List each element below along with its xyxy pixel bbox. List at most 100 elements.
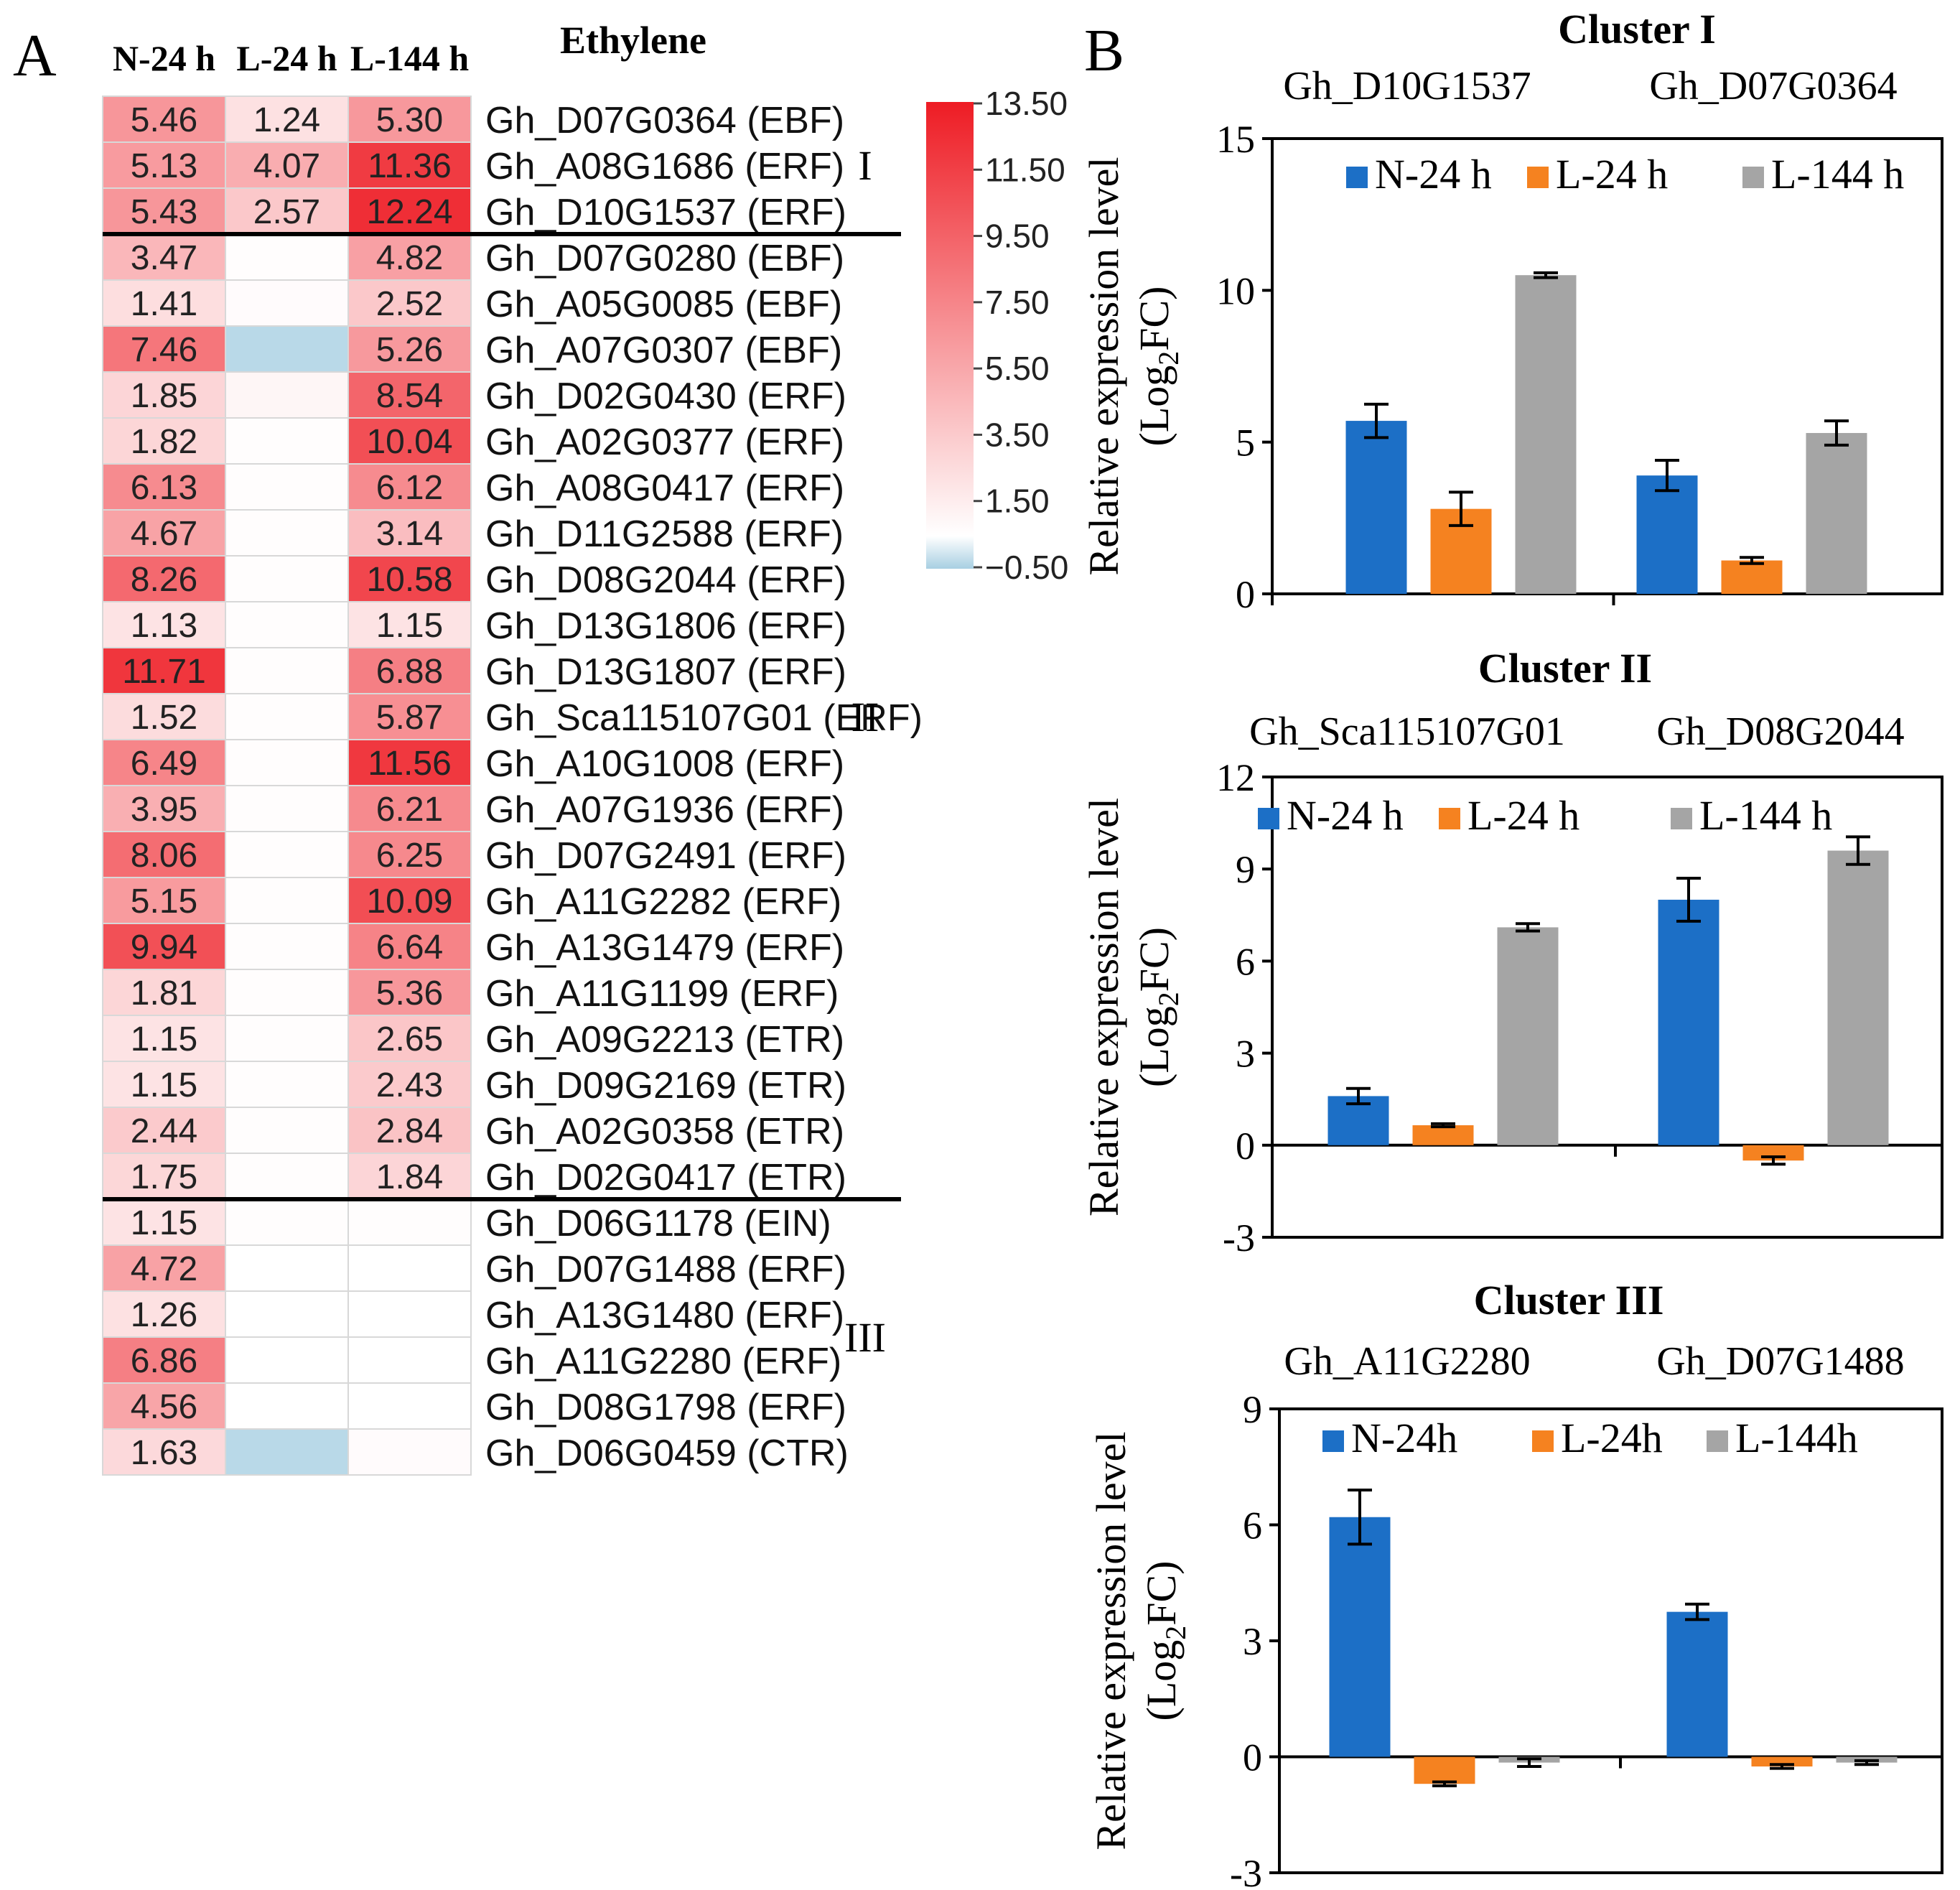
heatmap-gene-label: Gh_Sca115107G01 (ERF) xyxy=(485,697,923,739)
heatmap-gene-label: Gh_A11G1199 (ERF) xyxy=(485,973,839,1015)
heatmap-title: Ethylene xyxy=(560,19,706,62)
heatmap-cell xyxy=(347,141,472,189)
heatmap-cell xyxy=(347,647,472,694)
legend-label: L-24h xyxy=(1561,1415,1663,1461)
heatmap-gene-label: Gh_A07G0307 (EBF) xyxy=(485,330,842,371)
heatmap-column-header: L-24 h xyxy=(236,38,337,78)
legend-label: L-24 h xyxy=(1467,792,1579,839)
heatmap-cell xyxy=(225,371,349,419)
heatmap-cell xyxy=(102,279,226,327)
heatmap-cell-value: 4.82 xyxy=(376,239,443,277)
heatmap-cell xyxy=(347,1198,472,1246)
bar xyxy=(1345,421,1407,594)
heatmap-gene-label: Gh_D13G1807 (ERF) xyxy=(485,651,846,693)
heatmap-cell-value: 1.41 xyxy=(131,285,197,323)
heatmap-cell-value: 1.26 xyxy=(131,1296,197,1334)
y-tick-label: 0 xyxy=(1236,573,1255,616)
heatmap-gene-label: Gh_A08G1686 (ERF) xyxy=(485,146,844,187)
y-axis-label-line1: Relative expression level xyxy=(1081,798,1127,1216)
y-tick-label: 9 xyxy=(1236,848,1255,891)
heatmap-cell xyxy=(225,1336,349,1384)
cluster-label: I xyxy=(858,142,872,189)
y-axis-label-line1: Relative expression level xyxy=(1088,1431,1134,1850)
heatmap-gene-label: Gh_D06G0459 (CTR) xyxy=(485,1433,849,1474)
y-tick-label: 6 xyxy=(1243,1504,1262,1547)
heatmap-cell xyxy=(102,1153,226,1200)
heatmap-cell xyxy=(225,1290,349,1338)
bar xyxy=(1827,850,1889,1145)
heatmap-gene-label: Gh_A11G2282 (ERF) xyxy=(485,881,841,923)
heatmap-cell-value: 1.75 xyxy=(131,1158,197,1196)
legend-label: L-144h xyxy=(1735,1415,1858,1461)
bar xyxy=(1515,275,1577,594)
heatmap-cell-value: 7.46 xyxy=(131,331,197,369)
legend-swatch xyxy=(1532,1430,1554,1452)
y-tick-label: 3 xyxy=(1243,1620,1262,1663)
heatmap-cell-value: 4.72 xyxy=(131,1250,197,1288)
y-axis-label-line1: Relative expression level xyxy=(1081,157,1127,575)
heatmap-cell-value: 2.44 xyxy=(131,1112,197,1150)
heatmap-cell-value: 3.14 xyxy=(376,515,443,553)
heatmap-cell-value: 8.54 xyxy=(376,377,443,415)
heatmap-cell-value: 2.84 xyxy=(376,1112,443,1150)
color-scale-tick-label: −0.50 xyxy=(985,549,1068,586)
heatmap-gene-label: Gh_A13G1480 (ERF) xyxy=(485,1295,844,1336)
y-axis-label-line2: (Log2FC) xyxy=(1131,927,1185,1087)
color-scale-tick-label: 1.50 xyxy=(985,483,1050,520)
heatmap-cell xyxy=(102,1290,226,1338)
heatmap-cell xyxy=(225,96,349,143)
heatmap-gene-label: Gh_A02G0358 (ETR) xyxy=(485,1111,844,1153)
heatmap-column-header: N-24 h xyxy=(113,38,215,78)
heatmap-gene-label: Gh_A13G1479 (ERF) xyxy=(485,927,844,969)
y-tick-label: 6 xyxy=(1236,940,1255,983)
heatmap-cell xyxy=(347,1107,472,1154)
heatmap-cell xyxy=(347,509,472,557)
heatmap-cell xyxy=(225,509,349,557)
heatmap-cell xyxy=(225,1382,349,1430)
heatmap-cell xyxy=(347,1290,472,1338)
heatmap-cell-value: 5.15 xyxy=(131,883,197,921)
bar xyxy=(1412,1125,1474,1145)
color-scale-bar xyxy=(926,102,974,569)
bar xyxy=(1751,1756,1813,1766)
heatmap-cell-value: 1.15 xyxy=(131,1066,197,1104)
heatmap-cell xyxy=(225,1153,349,1200)
legend-label: L-144 h xyxy=(1699,792,1832,839)
heatmap-gene-label: Gh_A05G0085 (EBF) xyxy=(485,284,842,325)
heatmap-cell xyxy=(225,1107,349,1154)
heatmap-cell-value: 3.95 xyxy=(131,791,197,829)
heatmap-cell-value: 8.06 xyxy=(131,837,197,875)
y-tick-label: 0 xyxy=(1243,1736,1262,1779)
color-scale-tick-label: 9.50 xyxy=(985,218,1050,255)
heatmap-cell-value: 10.09 xyxy=(366,883,452,921)
heatmap-gene-label: Gh_D02G0417 (ETR) xyxy=(485,1157,846,1198)
heatmap-cell xyxy=(347,1336,472,1384)
heatmap-cell xyxy=(102,831,226,878)
heatmap-gene-label: Gh_D07G0280 (EBF) xyxy=(485,238,844,279)
heatmap-cell xyxy=(225,831,349,878)
heatmap-cell-value: 1.52 xyxy=(131,699,197,737)
heatmap-cell xyxy=(225,555,349,602)
legend-swatch xyxy=(1258,808,1279,829)
heatmap-cell-value: 1.15 xyxy=(131,1020,197,1058)
y-axis-label-pre: (Log xyxy=(1131,1006,1177,1087)
heatmap-cell-value: 5.36 xyxy=(376,974,443,1012)
heatmap-cell xyxy=(225,969,349,1016)
panel-a-label: A xyxy=(13,22,57,89)
heatmap-cell xyxy=(225,647,349,694)
heatmap-cell xyxy=(225,693,349,740)
category-label: Gh_D10G1537 xyxy=(1283,64,1531,108)
heatmap-gene-label: Gh_A11G2280 (ERF) xyxy=(485,1341,841,1382)
legend-label: L-144 h xyxy=(1771,151,1904,197)
heatmap-cell-value: 6.49 xyxy=(131,745,197,783)
heatmap-cell-value: 3.47 xyxy=(131,239,197,277)
heatmap-cell xyxy=(347,969,472,1016)
heatmap-cell xyxy=(102,417,226,465)
heatmap-cell-value: 10.58 xyxy=(366,561,452,599)
heatmap-gene-label: Gh_D07G2491 (ERF) xyxy=(485,835,846,877)
heatmap-cell xyxy=(225,923,349,970)
heatmap-cell xyxy=(225,1061,349,1108)
heatmap-cell-value: 6.88 xyxy=(376,653,443,691)
category-label: Gh_D08G2044 xyxy=(1656,709,1904,754)
